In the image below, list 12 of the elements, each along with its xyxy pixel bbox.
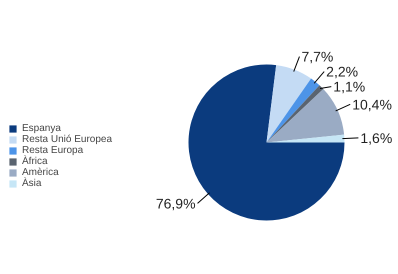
- data-label: 7,7%: [301, 48, 334, 65]
- legend-label: Resta Europa: [22, 145, 84, 156]
- legend-label: Àfrica: [22, 156, 48, 167]
- data-label: 76,9%: [156, 195, 196, 212]
- legend-label: Amèrica: [22, 167, 59, 178]
- data-label: 1,6%: [360, 130, 392, 146]
- legend-label: Espanya: [22, 123, 61, 134]
- legend-label: Resta Unió Europea: [22, 134, 112, 145]
- legend-label: Àsia: [22, 178, 42, 189]
- data-label: 10,4%: [352, 96, 392, 112]
- data-label: 2,2%: [326, 64, 358, 80]
- data-label: 1,1%: [333, 78, 366, 95]
